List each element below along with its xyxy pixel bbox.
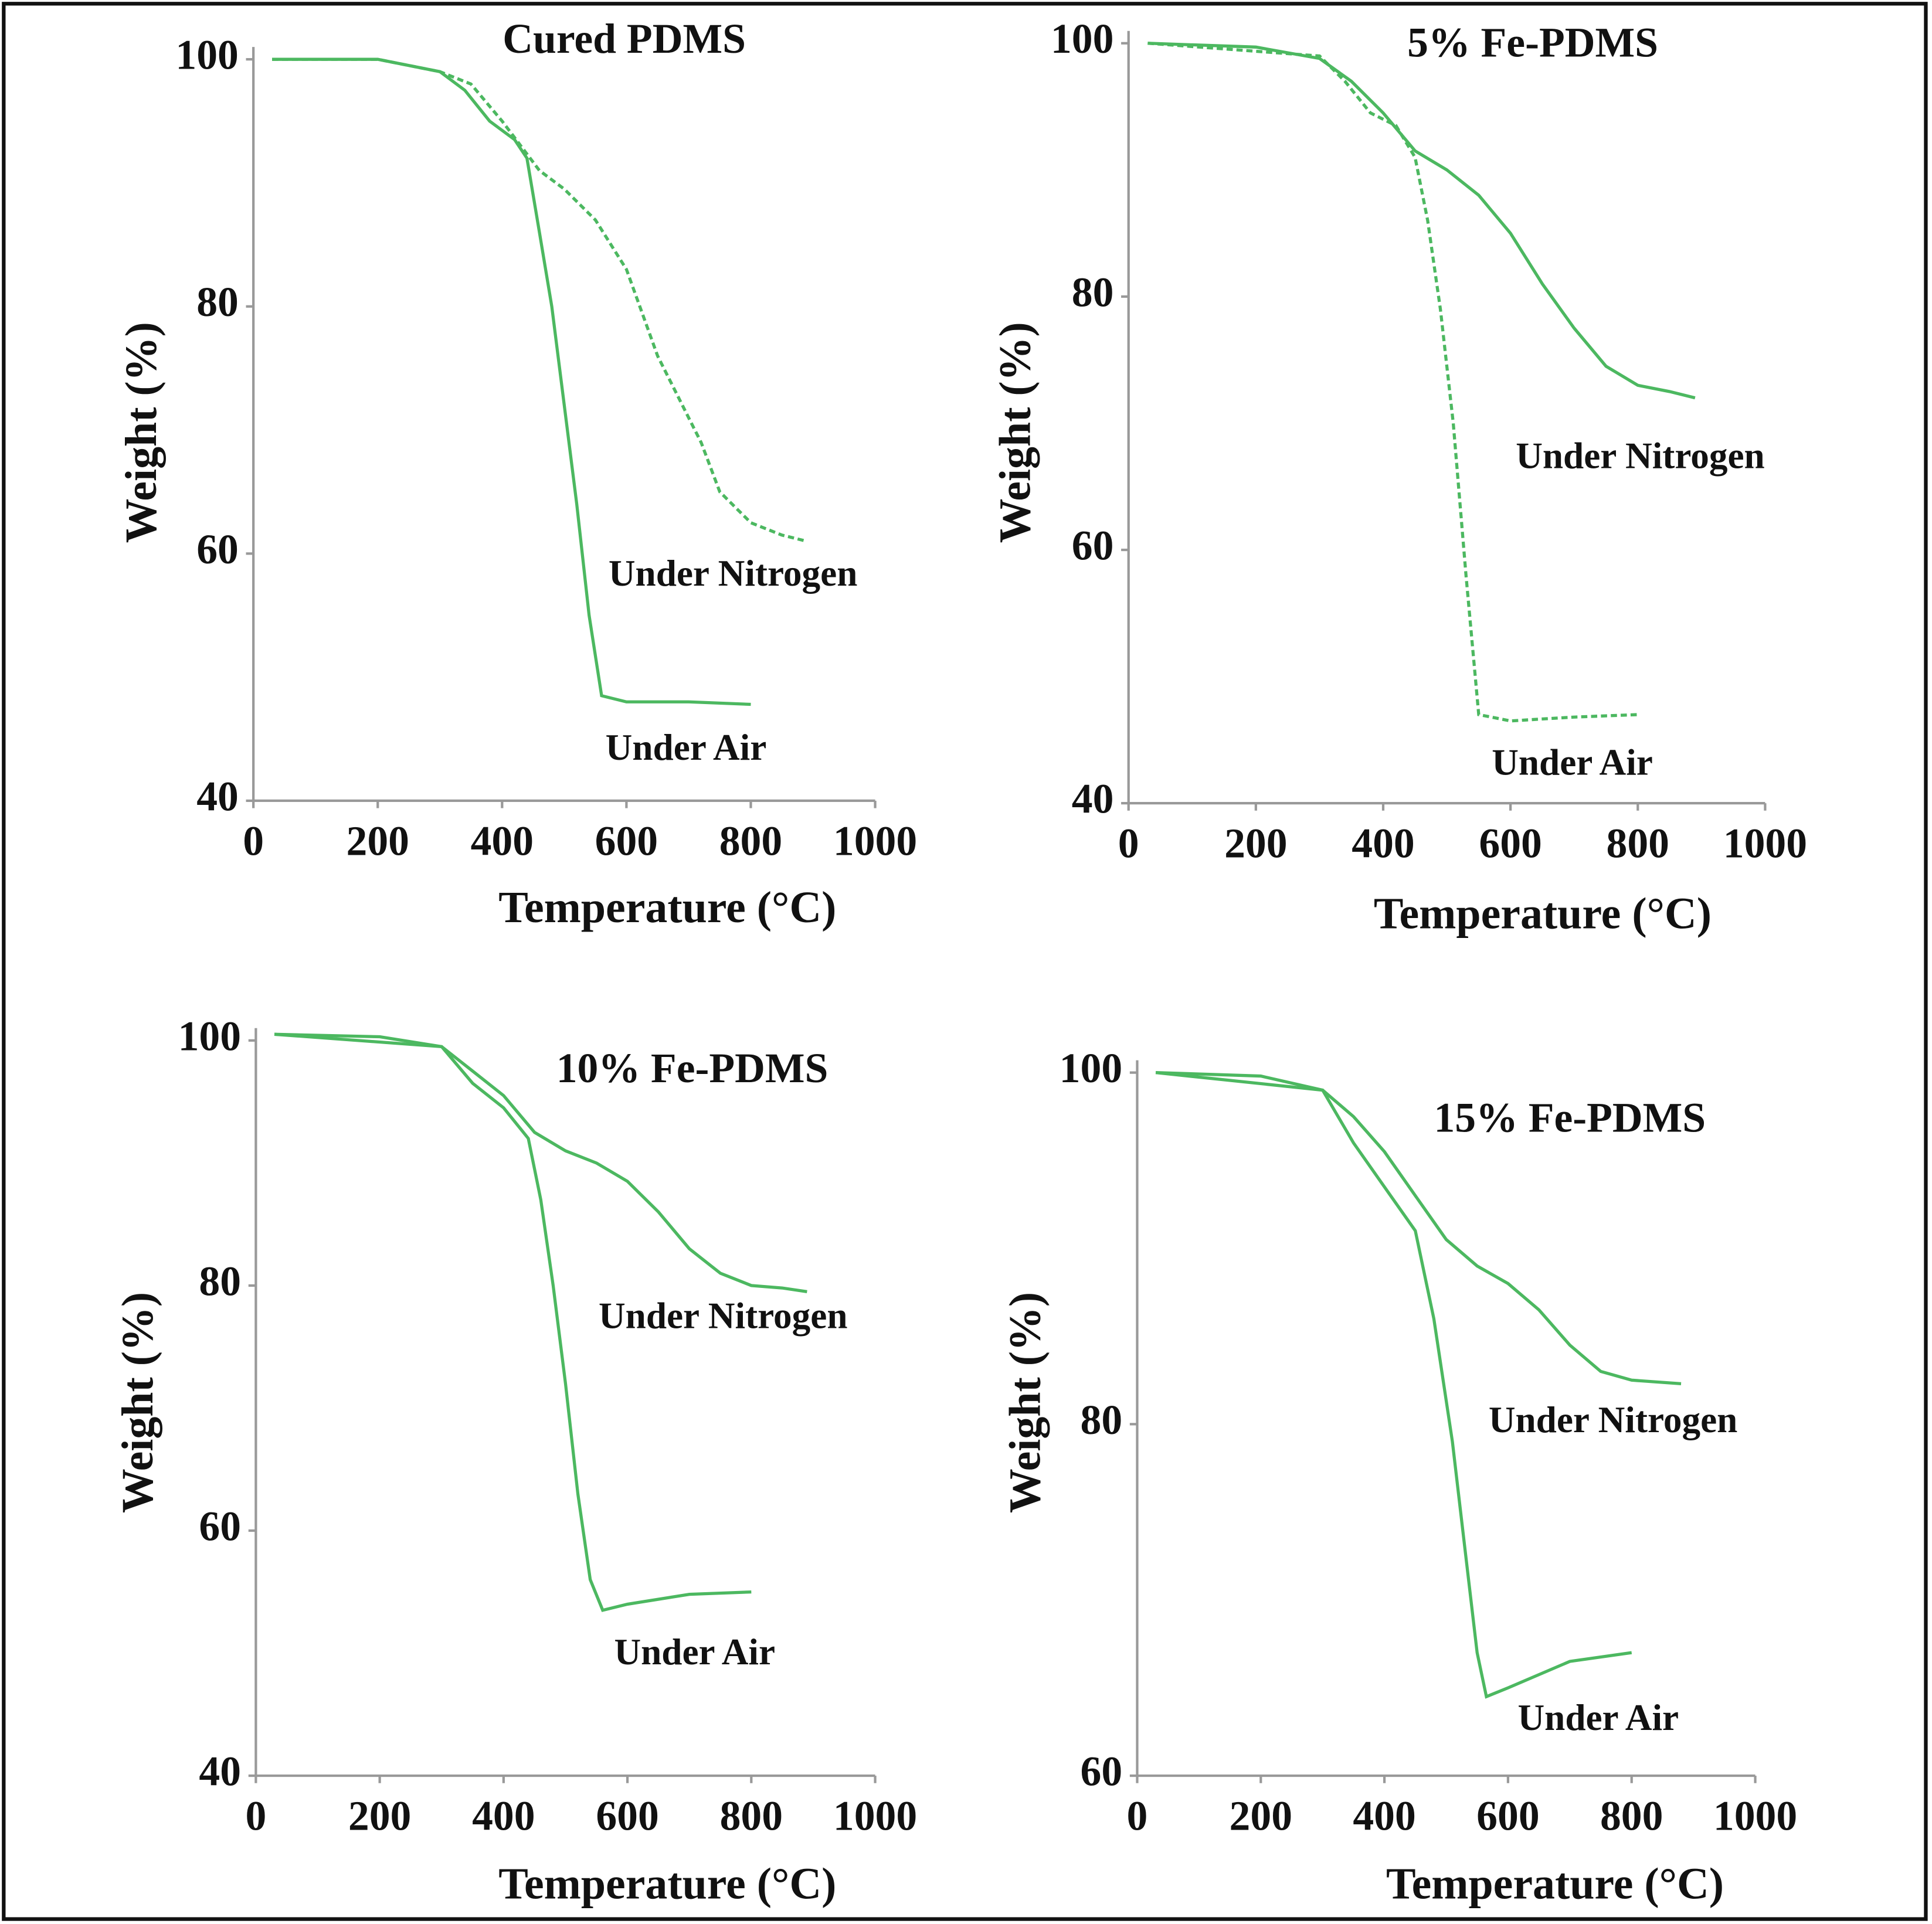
- y-tick-label: 60: [196, 526, 239, 573]
- chart-title: 5% Fe-PDMS: [1407, 19, 1658, 66]
- x-tick-label: 400: [1353, 1792, 1415, 1839]
- series-line: [1147, 42, 1696, 400]
- y-axis-label: Weight (%): [113, 1292, 162, 1513]
- x-axis-label: Temperature (°C): [1386, 1859, 1724, 1908]
- x-tick-label: 400: [1352, 820, 1414, 866]
- x-axis-label: Temperature (°C): [498, 883, 836, 932]
- y-tick-label: 80: [1072, 268, 1114, 315]
- x-tick-label: 800: [719, 817, 782, 864]
- x-tick-label: 600: [1479, 820, 1541, 866]
- chart-title: 10% Fe-PDMS: [556, 1045, 829, 1092]
- x-tick-label: 800: [1607, 820, 1669, 866]
- series-label: Under Nitrogen: [1516, 436, 1765, 477]
- y-tick-label: 80: [1081, 1396, 1123, 1443]
- series-line: [271, 57, 751, 706]
- series-line: [1155, 1071, 1632, 1699]
- x-tick-label: 600: [596, 1792, 658, 1839]
- y-tick-label: 60: [1072, 522, 1114, 569]
- x-tick-label: 800: [1600, 1792, 1663, 1839]
- series-line: [1156, 1071, 1682, 1386]
- series-label: Under Nitrogen: [609, 553, 858, 594]
- x-tick-label: 200: [346, 817, 409, 864]
- x-tick-label: 1000: [833, 817, 917, 864]
- x-tick-label: 0: [245, 1792, 266, 1839]
- x-tick-label: 600: [595, 817, 658, 864]
- y-tick-label: 40: [196, 773, 239, 820]
- y-tick-label: 40: [1072, 776, 1114, 822]
- x-tick-label: 0: [1127, 1792, 1148, 1839]
- x-tick-label: 1000: [1713, 1792, 1797, 1839]
- series-line: [274, 1032, 807, 1293]
- x-tick-label: 400: [472, 1792, 535, 1839]
- y-axis-label: Weight (%): [991, 322, 1040, 543]
- series-label: Under Air: [606, 727, 767, 768]
- x-axis-label: Temperature (°C): [498, 1859, 836, 1908]
- series-label: Under Nitrogen: [1489, 1399, 1738, 1440]
- x-tick-label: 0: [1118, 820, 1139, 866]
- x-axis-label: Temperature (°C): [1374, 889, 1712, 939]
- x-tick-label: 600: [1476, 1792, 1539, 1839]
- y-tick-label: 80: [199, 1257, 241, 1304]
- y-tick-label: 100: [175, 32, 238, 79]
- series-line: [274, 1032, 752, 1612]
- series-line: [1147, 42, 1638, 723]
- series-label: Under Air: [614, 1631, 775, 1673]
- x-tick-label: 1000: [1723, 820, 1807, 866]
- chart-title: 15% Fe-PDMS: [1434, 1094, 1706, 1141]
- y-tick-label: 100: [1051, 15, 1113, 62]
- series-label: Under Air: [1492, 742, 1653, 783]
- chart-title: Cured PDMS: [502, 15, 746, 62]
- x-tick-label: 800: [720, 1792, 783, 1839]
- x-tick-label: 1000: [833, 1792, 917, 1839]
- y-tick-label: 60: [199, 1503, 241, 1549]
- x-tick-label: 200: [1230, 1792, 1292, 1839]
- x-tick-label: 200: [1224, 820, 1287, 866]
- x-tick-label: 200: [348, 1792, 411, 1839]
- y-tick-label: 100: [178, 1012, 241, 1059]
- series-line: [271, 57, 807, 543]
- y-tick-label: 40: [199, 1748, 241, 1795]
- y-axis-label: Weight (%): [1000, 1292, 1050, 1513]
- series-label: Under Nitrogen: [599, 1296, 848, 1337]
- y-tick-label: 80: [196, 278, 239, 325]
- x-tick-label: 400: [471, 817, 534, 864]
- x-tick-label: 0: [243, 817, 264, 864]
- y-tick-label: 60: [1081, 1748, 1123, 1795]
- series-label: Under Air: [1517, 1697, 1679, 1738]
- y-axis-label: Weight (%): [117, 322, 166, 543]
- y-tick-label: 100: [1060, 1045, 1122, 1092]
